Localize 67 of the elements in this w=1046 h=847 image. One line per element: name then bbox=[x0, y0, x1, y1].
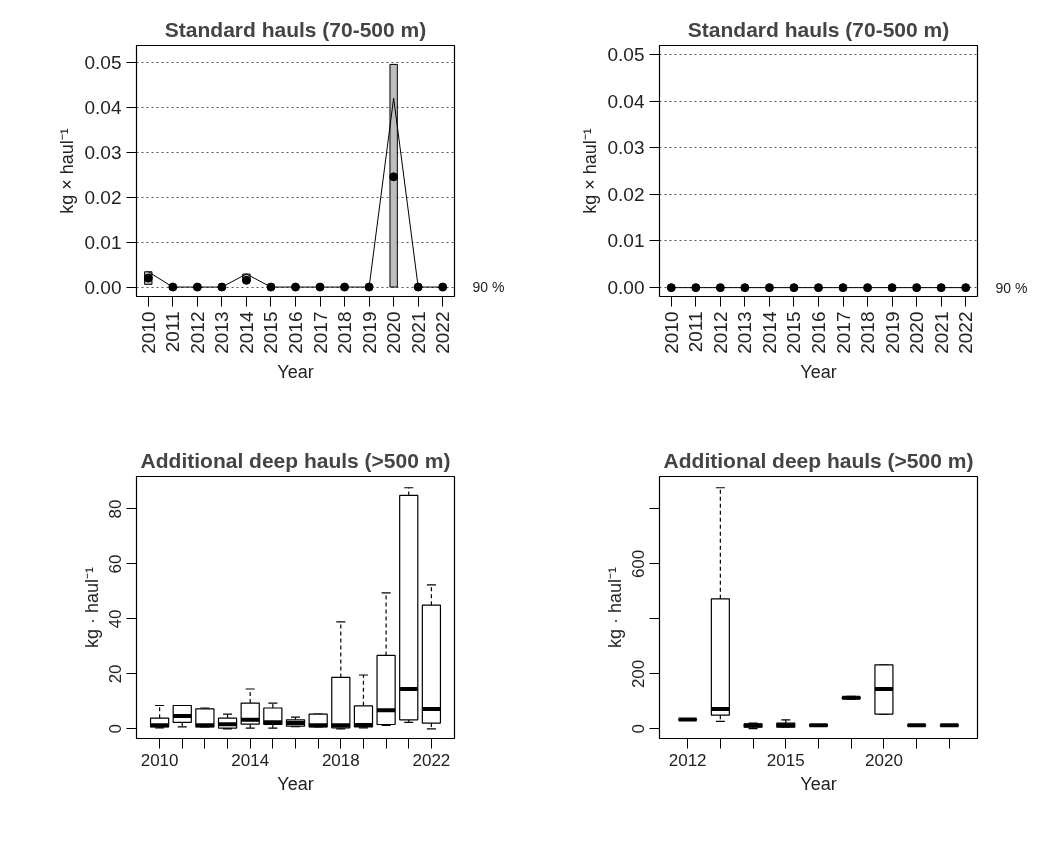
x-tick-label: 2018 bbox=[321, 750, 360, 770]
x-tick-label: 2022 bbox=[955, 311, 977, 354]
y-tick-label: 80 bbox=[106, 499, 126, 519]
x-tick-label: 2020 bbox=[906, 311, 928, 354]
y-tick-label: 0.05 bbox=[607, 43, 645, 65]
x-tick-label: 2011 bbox=[685, 311, 707, 353]
y-tick-label: 20 bbox=[106, 664, 126, 684]
x-tick-label: 2014 bbox=[758, 311, 780, 354]
y-tick-label: 40 bbox=[106, 609, 126, 629]
y-tick-label: 0 bbox=[106, 724, 126, 734]
chart-title: Additional deep hauls (>500 m) bbox=[663, 448, 974, 472]
y-tick-label: 0.03 bbox=[84, 141, 122, 163]
y-tick-label: 200 bbox=[629, 659, 649, 689]
x-tick-label: 2019 bbox=[358, 311, 380, 354]
chart-title: Standard hauls (70-500 m) bbox=[164, 17, 427, 41]
x-tick-label: 2010 bbox=[137, 311, 159, 354]
y-tick-label: 0.02 bbox=[84, 186, 122, 208]
x-tick-label: 2015 bbox=[260, 311, 282, 354]
y-tick-label: 0.04 bbox=[607, 90, 645, 112]
y-tick-label: 0.00 bbox=[84, 276, 122, 298]
text: 90 % bbox=[472, 279, 505, 296]
x-tick-label: 2018 bbox=[334, 311, 356, 354]
x-axis-title: Year bbox=[800, 361, 837, 382]
chart-title: Additional deep hauls (>500 m) bbox=[140, 448, 451, 472]
x-tick-label: 2013 bbox=[211, 311, 233, 354]
x-tick-label: 2014 bbox=[231, 750, 270, 770]
x-tick-label: 2012 bbox=[709, 311, 731, 354]
x-tick-label: 2019 bbox=[881, 311, 903, 354]
y-axis-title: kg × haul⁻¹ bbox=[56, 128, 77, 214]
x-axis-title: Year bbox=[800, 773, 837, 794]
y-axis-title: kg × haul⁻¹ bbox=[579, 128, 600, 214]
x-axis-title: Year bbox=[277, 361, 314, 382]
x-tick-label: 2011 bbox=[162, 311, 184, 353]
x-tick-label: 2015 bbox=[783, 311, 805, 354]
x-tick-label: 2016 bbox=[808, 311, 829, 354]
y-tick-label: 0 bbox=[629, 724, 649, 734]
x-tick-label: 2022 bbox=[412, 750, 451, 770]
x-tick-label: 2022 bbox=[432, 311, 454, 354]
x-tick-label: 2021 bbox=[930, 311, 952, 354]
x-tick-label: 2015 bbox=[766, 750, 805, 770]
x-tick-label: 2010 bbox=[140, 750, 179, 770]
y-tick-label: 600 bbox=[629, 549, 649, 579]
x-tick-label: 2012 bbox=[668, 750, 707, 770]
y-tick-label: 0.02 bbox=[607, 183, 645, 205]
x-tick-label: 2021 bbox=[407, 311, 429, 354]
y-tick-label: 0.00 bbox=[607, 277, 645, 299]
x-tick-label: 2014 bbox=[235, 311, 257, 354]
x-tick-label: 2018 bbox=[857, 311, 879, 354]
x-axis-title: Year bbox=[277, 773, 314, 794]
x-tick-label: 2013 bbox=[734, 311, 756, 354]
y-tick-label: 0.03 bbox=[607, 137, 645, 159]
chart-title: Standard hauls (70-500 m) bbox=[687, 17, 950, 41]
x-tick-label: 2010 bbox=[660, 311, 682, 354]
y-tick-label: 0.01 bbox=[607, 230, 645, 252]
y-tick-label: 0.04 bbox=[84, 96, 122, 118]
x-tick-label: 2016 bbox=[285, 311, 306, 354]
x-tick-label: 2017 bbox=[309, 311, 331, 354]
x-tick-label: 2017 bbox=[832, 311, 854, 354]
y-tick-label: 0.05 bbox=[84, 51, 122, 73]
y-axis-title: kg · haul⁻¹ bbox=[604, 566, 625, 649]
text: 90 % bbox=[995, 279, 1028, 296]
x-tick-label: 2020 bbox=[865, 750, 903, 770]
y-axis-title: kg · haul⁻¹ bbox=[81, 566, 102, 649]
y-tick-label: 60 bbox=[106, 554, 126, 574]
x-tick-label: 2020 bbox=[383, 311, 405, 354]
y-tick-label: 0.01 bbox=[84, 231, 122, 253]
x-tick-label: 2012 bbox=[186, 311, 208, 354]
